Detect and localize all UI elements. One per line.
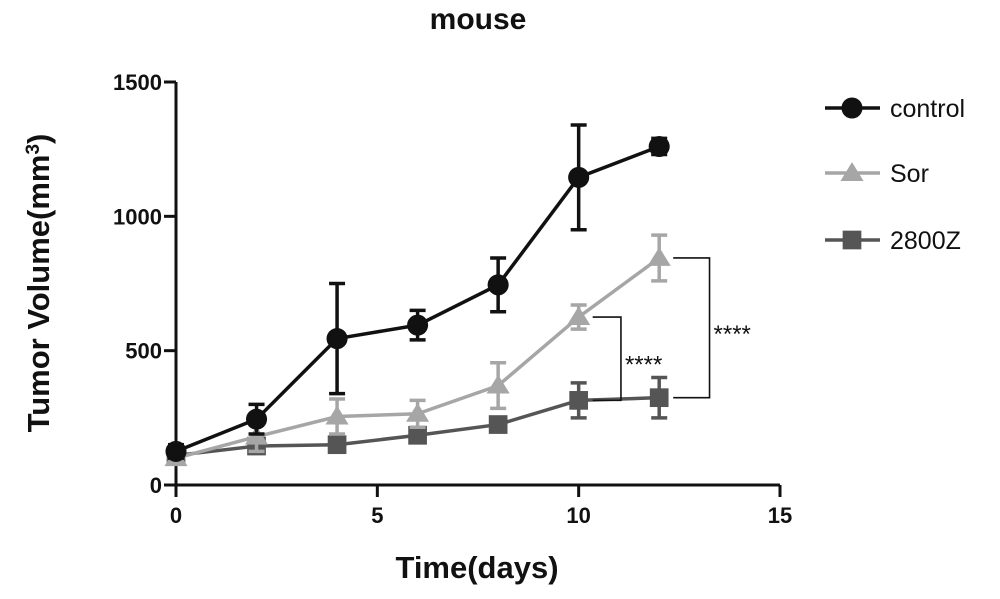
y-tick-label: 1500 [113,70,162,95]
series-layer [164,125,670,466]
x-tick-label: 5 [371,503,383,528]
legend-label: control [890,95,965,123]
chart-title: mouse [430,3,527,36]
data-point [165,441,186,462]
significance-bracket: **** [673,258,751,398]
y-axis-title-close: ) [21,134,56,144]
y-tick-label: 0 [150,473,162,498]
data-point [407,315,428,336]
data-point [489,415,508,434]
y-axis-title-main: Tumor Volume(mm [21,155,56,433]
data-point [327,328,348,349]
bracket-line [593,317,621,400]
legend-marker [843,231,862,250]
legend-item-control: control [825,95,965,123]
data-point [328,435,347,454]
significance-bracket: **** [593,317,663,400]
legend: control Sor 2800Z [825,95,965,255]
x-axis-title: Time(days) [395,550,558,585]
data-point [649,136,670,157]
legend-label: Sor [890,160,929,188]
x-tick-label: 15 [768,503,792,528]
y-tick-label: 1000 [113,204,162,229]
data-point [569,391,588,410]
data-point [246,409,267,430]
x-tick-label: 0 [170,503,182,528]
significance-label: **** [714,321,751,348]
y-axis-title-superscript: 3 [23,144,44,155]
axes: 0 500 1000 1500 0 5 10 15 [113,70,792,528]
data-point [488,274,509,295]
data-point [648,247,671,266]
data-point [650,388,669,407]
y-tick-label: 500 [125,339,162,364]
significance-annotations: **** **** [593,258,751,400]
legend-label: 2800Z [890,227,961,255]
legend-item-sor: Sor [825,160,929,188]
bracket-line [673,258,709,398]
legend-marker [841,97,862,118]
data-point [568,167,589,188]
y-axis-title: Tumor Volume(mm3) [21,134,56,433]
significance-label: **** [625,352,662,379]
legend-item-2800z: 2800Z [825,227,961,255]
x-tick-label: 10 [566,503,590,528]
